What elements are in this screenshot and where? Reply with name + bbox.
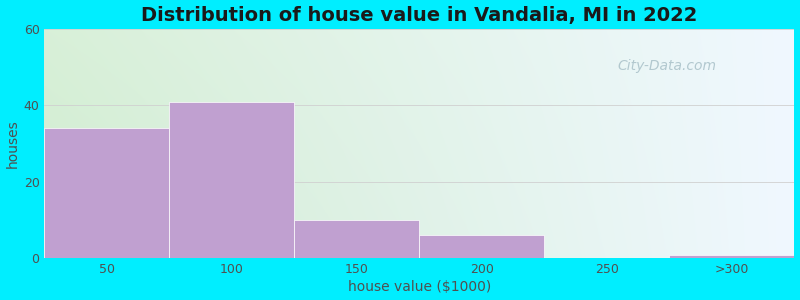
Title: Distribution of house value in Vandalia, MI in 2022: Distribution of house value in Vandalia,… bbox=[142, 6, 698, 25]
Text: City-Data.com: City-Data.com bbox=[618, 58, 717, 73]
Bar bbox=[670, 255, 794, 258]
X-axis label: house value ($1000): house value ($1000) bbox=[348, 280, 491, 294]
Bar bbox=[170, 102, 294, 258]
Y-axis label: houses: houses bbox=[6, 119, 19, 168]
Bar bbox=[419, 236, 545, 258]
Bar bbox=[294, 220, 419, 258]
Bar bbox=[45, 128, 170, 258]
